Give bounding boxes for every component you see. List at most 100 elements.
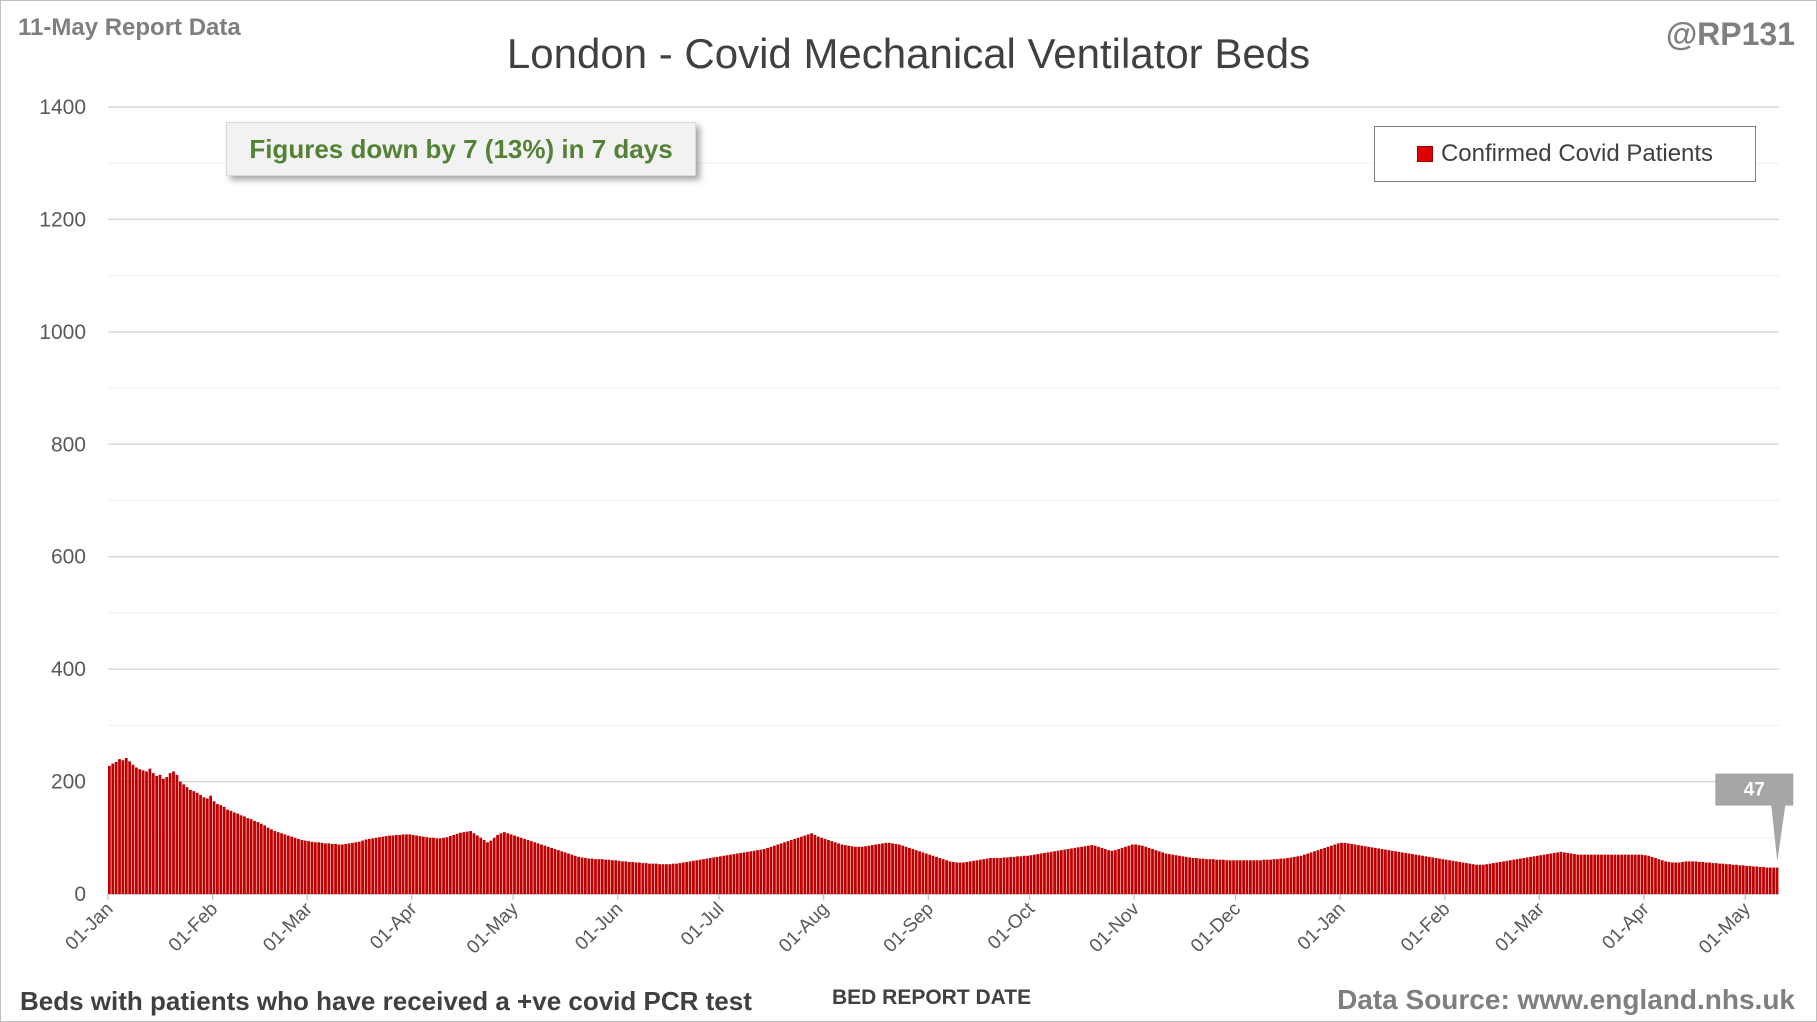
author-handle: @RP131 [1665, 16, 1795, 52]
data-bar [587, 858, 591, 894]
data-bar [951, 861, 955, 894]
data-bar [506, 833, 510, 894]
data-bar [1005, 857, 1009, 894]
data-bar [1731, 864, 1735, 894]
data-bar [739, 852, 743, 894]
data-bar [1259, 860, 1262, 894]
data-bar [1198, 858, 1202, 894]
data-bar [1512, 859, 1516, 894]
data-bar [627, 861, 631, 894]
x-tick-label: 01-May [463, 898, 523, 958]
data-bar [303, 840, 307, 894]
data-bar [935, 856, 938, 894]
data-bar [462, 832, 466, 894]
data-bar [1161, 852, 1165, 894]
data-bar [573, 855, 577, 894]
trend-annotation: Figures down by 7 (13%) in 7 days [226, 122, 696, 176]
data-bar [1498, 861, 1502, 894]
data-bar [945, 860, 948, 894]
data-bar [823, 838, 827, 894]
data-bar [884, 842, 888, 894]
data-bar [192, 791, 196, 894]
data-bar [1036, 854, 1040, 894]
data-bar [881, 843, 884, 894]
data-bar [1691, 861, 1695, 894]
data-bar [1323, 847, 1327, 894]
data-bar [158, 774, 162, 894]
data-bar [1056, 850, 1060, 894]
data-bar [259, 823, 263, 894]
data-bar [921, 852, 925, 894]
data-bar [1397, 851, 1401, 894]
data-bar [502, 832, 506, 894]
data-bar [1252, 860, 1256, 894]
data-bar [975, 860, 979, 894]
data-bar [1377, 848, 1381, 894]
data-bar [222, 806, 226, 894]
data-bar [1276, 859, 1279, 894]
data-bar [411, 834, 415, 894]
data-bar [1546, 854, 1549, 894]
data-bar [1353, 844, 1357, 894]
data-bar [293, 837, 297, 894]
data-bar [982, 859, 986, 894]
data-bar [438, 838, 442, 894]
data-bar [1593, 854, 1597, 894]
data-bar [415, 835, 418, 894]
data-bar [516, 836, 520, 894]
data-bar [968, 861, 972, 894]
data-bar [455, 833, 459, 894]
data-bar [1232, 860, 1235, 894]
data-bar [1043, 852, 1046, 894]
data-bar [229, 810, 233, 894]
y-tick-label: 0 [74, 883, 86, 906]
data-bar [266, 827, 270, 894]
data-bar [1542, 854, 1546, 894]
data-bar [327, 843, 331, 894]
data-bar [1532, 856, 1536, 894]
data-bar [789, 840, 793, 894]
data-bar [928, 854, 932, 894]
data-bar [1640, 854, 1644, 894]
data-bar [712, 857, 716, 894]
data-bar [1336, 843, 1340, 894]
data-bar [1026, 855, 1029, 894]
data-bar [1508, 860, 1512, 894]
data-bar [1643, 855, 1647, 894]
data-bar [1103, 849, 1107, 894]
data-bar [1070, 848, 1073, 894]
data-bar [1674, 862, 1678, 894]
data-bar [671, 863, 675, 894]
data-bar [232, 812, 236, 894]
data-bar [1417, 855, 1421, 894]
data-bar [1059, 850, 1063, 894]
data-bar [1573, 854, 1576, 894]
data-bar [938, 858, 942, 894]
data-bar [297, 838, 300, 894]
data-bar [874, 844, 878, 894]
data-bar [1113, 850, 1117, 894]
data-bar [1201, 858, 1205, 894]
data-bar [1097, 846, 1100, 894]
x-tick-label: 01-Feb [1397, 899, 1454, 956]
data-bar [307, 841, 310, 894]
data-bar [1289, 857, 1293, 894]
data-bar [924, 853, 928, 894]
data-bar [1249, 860, 1252, 894]
data-bar [1434, 858, 1438, 894]
data-bar [1664, 861, 1667, 894]
data-bar [941, 859, 945, 894]
data-bar [556, 850, 560, 894]
data-bar [1215, 859, 1219, 894]
data-bar [719, 856, 722, 894]
data-bar [526, 840, 530, 894]
data-bar [972, 860, 975, 894]
data-bar [398, 834, 402, 894]
data-bar [243, 816, 246, 894]
data-bar [637, 862, 641, 894]
data-bar [742, 852, 746, 894]
data-bar [648, 863, 651, 894]
footnote-description: Beds with patients who have received a +… [20, 986, 752, 1016]
data-bar [108, 765, 111, 894]
